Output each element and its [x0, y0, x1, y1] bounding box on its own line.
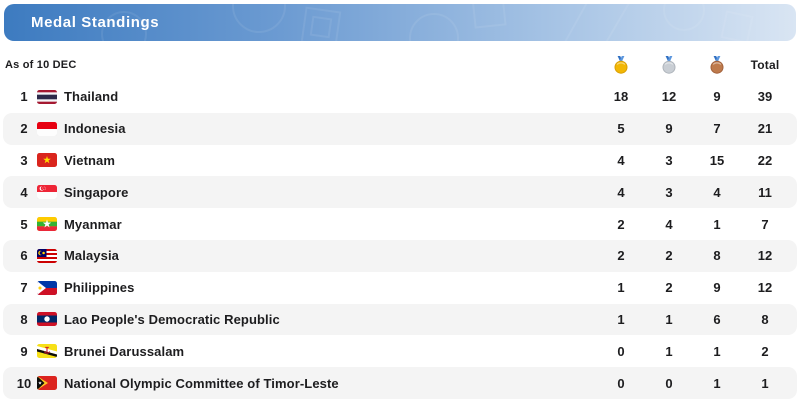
vietnam-flag-icon — [37, 153, 57, 168]
rank: 9 — [20, 343, 28, 359]
table-row: 1 Thailand 18 12 9 39 — [3, 81, 797, 113]
table-row: 5 Myanmar 2 4 1 7 — [3, 208, 797, 240]
silver-count: 3 — [665, 152, 673, 168]
header-bar: Medal Standings — [4, 4, 796, 41]
total-count: 2 — [761, 343, 769, 359]
table-row: 7 Philippines 1 2 9 12 — [3, 272, 797, 304]
total-column-header: Total — [750, 58, 780, 72]
bronze-count: 9 — [713, 89, 721, 105]
table-row: 8 Lao People's Democratic Republic 1 1 6 8 — [3, 303, 797, 336]
bronze-count: 1 — [713, 343, 721, 359]
gold-count: 18 — [613, 89, 629, 105]
philippines-flag-icon — [37, 280, 57, 295]
bronze-count: 1 — [713, 216, 721, 232]
brunei-flag-icon — [37, 344, 57, 359]
as-of-date: As of 10 DEC — [5, 59, 77, 71]
gold-count: 4 — [617, 152, 625, 168]
gold-count: 1 — [617, 280, 625, 296]
country-name: Vietnam — [64, 152, 116, 168]
bronze-count: 4 — [713, 184, 721, 200]
gold-count: 4 — [617, 184, 625, 200]
country-name: Philippines — [64, 280, 135, 296]
silver-medal-icon — [645, 56, 693, 74]
gold-medal-icon — [597, 56, 645, 74]
rank: 2 — [20, 121, 28, 137]
country-name: Indonesia — [64, 121, 126, 137]
thailand-flag-icon — [37, 89, 57, 104]
total-count: 11 — [758, 184, 772, 200]
total-count: 1 — [761, 375, 769, 391]
singapore-flag-icon — [37, 185, 57, 200]
table-row: 4 Singapore 4 3 4 11 — [3, 176, 797, 209]
country-name: Myanmar — [64, 216, 122, 232]
rank: 8 — [20, 311, 28, 327]
silver-count: 9 — [665, 121, 673, 137]
country-name: Singapore — [64, 184, 129, 200]
decorative-pattern-icon — [101, 4, 754, 41]
silver-count: 4 — [665, 216, 673, 232]
silver-count: 3 — [665, 184, 673, 200]
total-count: 7 — [761, 216, 769, 232]
table-row: 6 Malaysia 2 2 8 12 — [3, 239, 797, 272]
total-count: 39 — [757, 89, 773, 105]
laos-flag-icon — [37, 312, 57, 327]
timor-leste-flag-icon — [37, 376, 57, 391]
rank: 6 — [20, 248, 28, 264]
indonesia-flag-icon — [37, 121, 57, 136]
total-count: 21 — [757, 121, 773, 137]
country-name: Malaysia — [64, 248, 120, 264]
rank: 5 — [20, 216, 28, 232]
gold-count: 2 — [617, 248, 625, 264]
silver-count: 1 — [665, 343, 673, 359]
rank: 10 — [16, 375, 32, 391]
country-name: National Olympic Committee of Timor-Lest… — [64, 375, 339, 391]
myanmar-flag-icon — [37, 217, 57, 232]
page-title: Medal Standings — [31, 14, 160, 31]
silver-count: 12 — [661, 89, 677, 105]
total-count: 22 — [757, 152, 773, 168]
rank: 1 — [20, 89, 28, 105]
silver-count: 0 — [665, 375, 673, 391]
bronze-count: 6 — [713, 311, 721, 327]
bronze-count: 7 — [713, 121, 721, 137]
gold-count: 1 — [617, 311, 625, 327]
silver-count: 1 — [665, 311, 673, 327]
total-count: 8 — [761, 311, 769, 327]
bronze-count: 1 — [713, 375, 721, 391]
rank: 3 — [20, 152, 28, 168]
bronze-count: 8 — [713, 248, 721, 264]
gold-count: 0 — [617, 343, 625, 359]
country-name: Brunei Darussalam — [64, 343, 185, 359]
gold-count: 5 — [617, 121, 625, 137]
table-header-row: As of 10 DEC Total — [3, 51, 797, 79]
standings-table: 1 Thailand 18 12 9 39 2 Indonesia 5 9 7 21 3 Vietnam 4… — [3, 81, 797, 399]
rank: 4 — [20, 184, 28, 200]
silver-count: 2 — [665, 280, 673, 296]
country-name: Thailand — [64, 89, 119, 105]
table-row: 2 Indonesia 5 9 7 21 — [3, 112, 797, 145]
bronze-count: 9 — [713, 280, 721, 296]
bronze-count: 15 — [709, 152, 725, 168]
total-count: 12 — [757, 280, 773, 296]
bronze-medal-icon — [693, 56, 741, 74]
gold-count: 0 — [617, 375, 625, 391]
silver-count: 2 — [665, 248, 673, 264]
gold-count: 2 — [617, 216, 625, 232]
rank: 7 — [20, 280, 28, 296]
table-row: 9 Brunei Darussalam 0 1 1 2 — [3, 335, 797, 367]
total-count: 12 — [757, 248, 773, 264]
table-row: 3 Vietnam 4 3 15 22 — [3, 145, 797, 177]
country-name: Lao People's Democratic Republic — [64, 311, 280, 327]
malaysia-flag-icon — [37, 248, 57, 263]
table-row: 10 National Olympic Committee of Timor-Le… — [3, 367, 797, 399]
